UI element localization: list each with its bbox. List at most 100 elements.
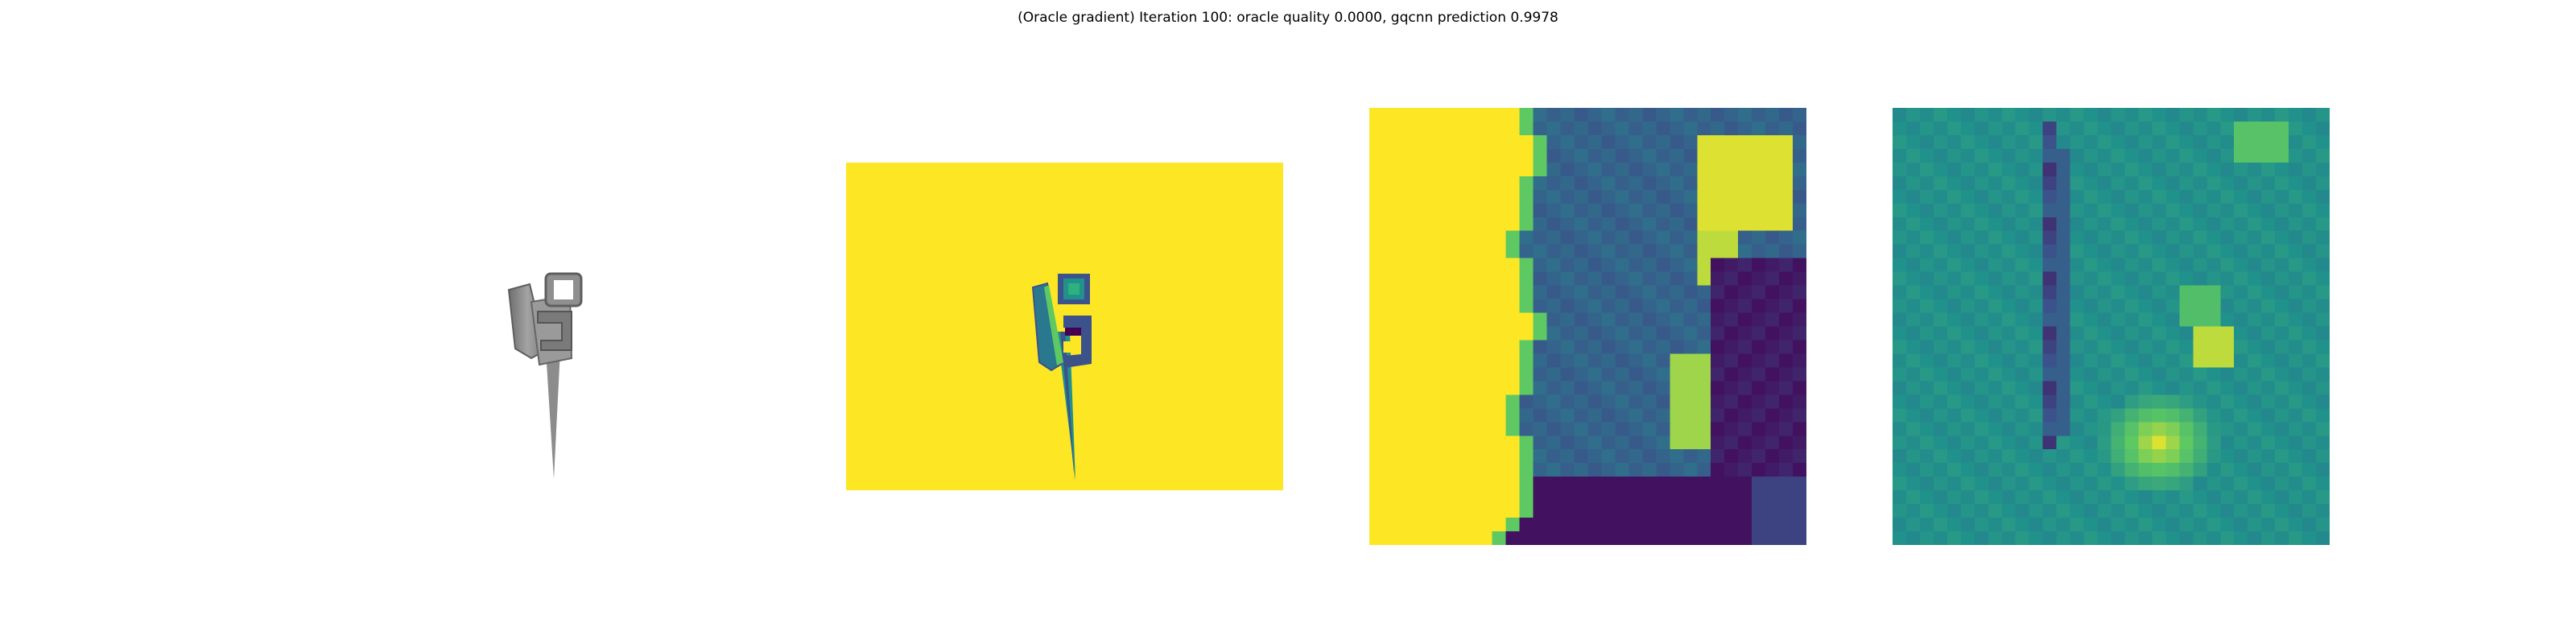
grid-cell — [1410, 108, 1425, 122]
grid-cell — [2234, 490, 2248, 505]
grid-cell — [2083, 203, 2098, 218]
grid-cell — [1765, 162, 1780, 177]
grid-cell — [1724, 285, 1739, 299]
grid-cell — [2001, 394, 2017, 409]
grid-cell — [1752, 189, 1766, 204]
grid-cell — [1711, 449, 1725, 464]
grid-cell — [2070, 203, 2084, 218]
grid-cell — [1478, 326, 1493, 341]
grid-cell — [1587, 285, 1602, 299]
grid-cell — [1765, 518, 1780, 532]
grid-cell — [1905, 463, 1921, 477]
grid-cell — [1946, 436, 1962, 450]
grid-cell — [2070, 285, 2084, 299]
grid-cell — [1670, 326, 1684, 341]
grid-cell — [1423, 353, 1439, 368]
grid-cell — [2056, 108, 2070, 122]
grid-cell — [2234, 463, 2248, 477]
grid-cell — [2289, 504, 2303, 518]
grid-cell — [2015, 326, 2030, 341]
grid-cell — [1369, 340, 1384, 354]
grid-cell — [1451, 531, 1466, 545]
grid-cell — [2234, 271, 2248, 286]
grid-cell — [2083, 518, 2098, 532]
grid-cell — [1478, 258, 1493, 272]
grid-cell — [1396, 299, 1411, 313]
grid-cell — [1656, 449, 1670, 464]
grid-cell — [2097, 367, 2112, 382]
grid-cell — [2015, 230, 2030, 246]
grid-cell — [1629, 353, 1643, 368]
grid-cell — [1492, 271, 1507, 286]
grid-cell — [1396, 121, 1411, 136]
grid-cell — [1779, 326, 1794, 341]
grid-cell — [2261, 134, 2276, 150]
grid-cell — [1642, 477, 1657, 491]
grid-cell — [2302, 394, 2317, 409]
grid-cell — [1601, 285, 1616, 299]
grid-cell — [2056, 367, 2070, 382]
grid-cell — [1724, 436, 1739, 450]
grid-cell — [2220, 353, 2235, 368]
grid-cell — [1905, 408, 1921, 423]
grid-cell — [1656, 477, 1670, 491]
grid-cell — [2015, 189, 2030, 204]
grid-cell — [1642, 258, 1657, 272]
grid-cell — [1437, 189, 1452, 204]
grid-cell — [2220, 203, 2235, 218]
grid-cell — [1724, 340, 1739, 354]
grid-cell — [1738, 531, 1752, 545]
grid-cell — [1765, 436, 1780, 450]
grid-cell — [1738, 312, 1752, 327]
grid-cell — [1919, 449, 1934, 464]
grid-cell — [2179, 449, 2194, 464]
grid-cell — [1779, 312, 1794, 327]
grid-cell — [2029, 326, 2043, 341]
grid-cell — [1560, 449, 1575, 464]
grid-cell — [2193, 108, 2207, 122]
grid-cell — [1601, 312, 1616, 327]
grid-cell — [1437, 504, 1452, 518]
grid-cell — [2220, 162, 2235, 177]
grid-cell — [1574, 326, 1588, 341]
grid-cell — [1960, 326, 1975, 341]
grid-cell — [2097, 121, 2112, 136]
grid-cell — [1423, 490, 1439, 505]
grid-cell — [2042, 518, 2057, 532]
grid-cell — [1905, 108, 1921, 122]
grid-cell — [1546, 531, 1561, 545]
grid-cell — [1711, 312, 1725, 327]
grid-cell — [2097, 436, 2112, 450]
grid-cell — [1369, 299, 1384, 313]
grid-cell — [2234, 217, 2248, 232]
grid-cell — [1464, 504, 1480, 518]
grid-cell — [1724, 449, 1739, 464]
grid-cell — [2165, 422, 2180, 436]
grid-cell — [1587, 203, 1602, 218]
grid-cell — [2275, 189, 2289, 204]
grid-cell — [1478, 312, 1493, 327]
grid-cell — [2001, 108, 2017, 122]
grid-cell — [1505, 134, 1520, 150]
grid-cell — [2302, 108, 2317, 122]
grid-cell — [1546, 477, 1561, 491]
grid-cell — [1905, 367, 1921, 382]
grid-cell — [2138, 148, 2153, 163]
grid-cell — [1711, 381, 1725, 395]
grid-cell — [1752, 367, 1766, 382]
grid-cell — [1752, 258, 1766, 272]
grid-cell — [2289, 394, 2303, 409]
grid-cell — [1711, 531, 1725, 545]
grid-cell — [1765, 477, 1780, 491]
grid-cell — [1587, 312, 1602, 327]
grid-cell — [2152, 408, 2166, 423]
grid-cell — [1642, 148, 1657, 163]
grid-cell — [1587, 477, 1602, 491]
grid-cell — [1601, 490, 1616, 505]
grid-cell — [1738, 258, 1752, 272]
grid-cell — [1437, 162, 1452, 177]
grid-cell — [2042, 134, 2057, 150]
grid-cell — [1697, 230, 1711, 246]
grid-cell — [1919, 408, 1934, 423]
grid-cell — [1396, 162, 1411, 177]
